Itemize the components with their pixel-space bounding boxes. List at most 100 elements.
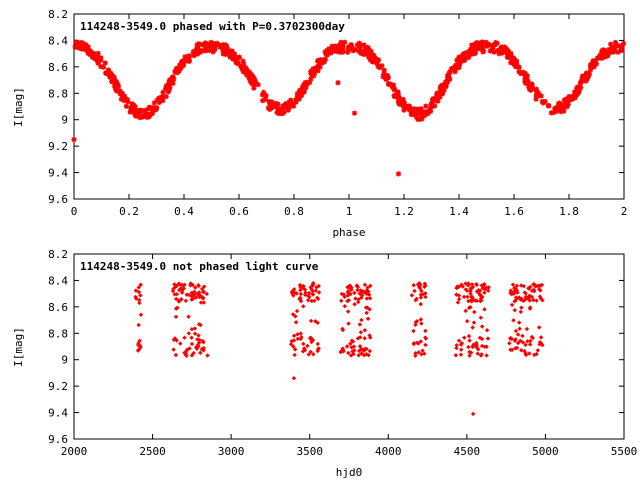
data-point: [212, 46, 218, 52]
x-tick-label: 2000: [61, 445, 88, 458]
data-point: [200, 296, 206, 301]
data-point: [515, 340, 521, 346]
data-point: [108, 70, 114, 77]
data-point: [77, 45, 84, 51]
data-point: [465, 54, 471, 60]
data-point: [507, 341, 512, 346]
data-point: [524, 326, 530, 332]
data-point: [509, 347, 515, 353]
data-point: [105, 67, 112, 73]
data-point: [206, 47, 213, 54]
data-point: [571, 89, 578, 95]
x-axis-label: hjd0: [336, 466, 363, 479]
data-point: [240, 68, 246, 75]
data-point: [408, 111, 414, 118]
data-point: [288, 342, 294, 347]
data-point: [589, 64, 595, 70]
data-point: [509, 336, 514, 342]
data-point: [312, 298, 317, 303]
data-point: [317, 64, 323, 70]
data-point: [423, 328, 428, 334]
data-point: [600, 52, 607, 58]
data-point: [454, 292, 459, 297]
data-point: [612, 39, 619, 46]
data-point: [335, 80, 341, 86]
data-point: [472, 309, 477, 315]
data-point: [190, 49, 196, 55]
data-point: [179, 60, 185, 66]
data-point: [316, 346, 321, 351]
data-point: [414, 296, 419, 302]
data-point: [518, 70, 524, 77]
x-axis-label: phase: [332, 226, 365, 239]
data-point: [300, 349, 306, 354]
data-point: [292, 352, 297, 358]
data-point: [385, 81, 392, 87]
data-point: [509, 292, 514, 297]
data-point: [173, 306, 179, 311]
data-point: [199, 286, 205, 292]
y-tick-label: 9.2: [48, 140, 68, 153]
data-point: [291, 333, 297, 338]
x-tick-label: 0.8: [284, 205, 304, 218]
y-tick-label: 9.4: [48, 407, 68, 420]
data-point: [365, 48, 371, 55]
data-point: [190, 296, 196, 302]
data-point: [306, 352, 311, 357]
data-point: [408, 105, 414, 112]
data-point: [133, 296, 139, 301]
data-point: [423, 103, 429, 109]
data-point: [419, 321, 424, 326]
data-point: [359, 290, 364, 295]
data-point: [508, 288, 513, 293]
data-point: [263, 92, 269, 99]
data-point: [352, 46, 358, 53]
data-point: [467, 353, 472, 358]
data-point: [519, 348, 524, 353]
data-point: [423, 294, 428, 300]
data-point: [171, 286, 176, 292]
data-point: [178, 65, 184, 72]
data-point: [187, 346, 192, 351]
data-point: [479, 39, 486, 45]
data-point: [366, 289, 371, 294]
data-point: [137, 300, 142, 306]
data-point: [166, 80, 172, 86]
data-point: [120, 94, 126, 100]
data-point: [468, 350, 474, 355]
data-point: [138, 345, 143, 350]
data-point: [466, 52, 473, 58]
data-point: [480, 41, 486, 47]
data-point: [166, 84, 172, 90]
data-point: [609, 48, 615, 54]
data-point: [514, 288, 519, 293]
data-point: [509, 54, 515, 60]
data-point: [282, 101, 289, 107]
data-point: [511, 56, 517, 62]
data-point: [180, 58, 186, 64]
data-point: [456, 64, 462, 70]
data-point: [338, 349, 343, 355]
data-point: [196, 290, 202, 295]
x-tick-label: 4500: [454, 445, 481, 458]
data-point: [227, 54, 233, 60]
data-point: [483, 39, 489, 46]
data-point: [350, 349, 355, 354]
data-point: [316, 290, 322, 295]
data-point: [570, 95, 576, 102]
data-point: [411, 283, 416, 288]
data-point: [208, 39, 214, 45]
data-point: [512, 286, 517, 291]
data-point: [491, 49, 497, 55]
data-point: [409, 293, 415, 298]
data-point: [293, 314, 298, 319]
data-point: [556, 100, 563, 106]
data-point: [220, 43, 226, 49]
data-point: [220, 47, 226, 53]
data-point: [456, 61, 463, 67]
y-axis-label: I[mag]: [12, 87, 25, 127]
data-point: [308, 285, 314, 290]
data-point: [423, 342, 428, 348]
data-point: [129, 101, 135, 107]
